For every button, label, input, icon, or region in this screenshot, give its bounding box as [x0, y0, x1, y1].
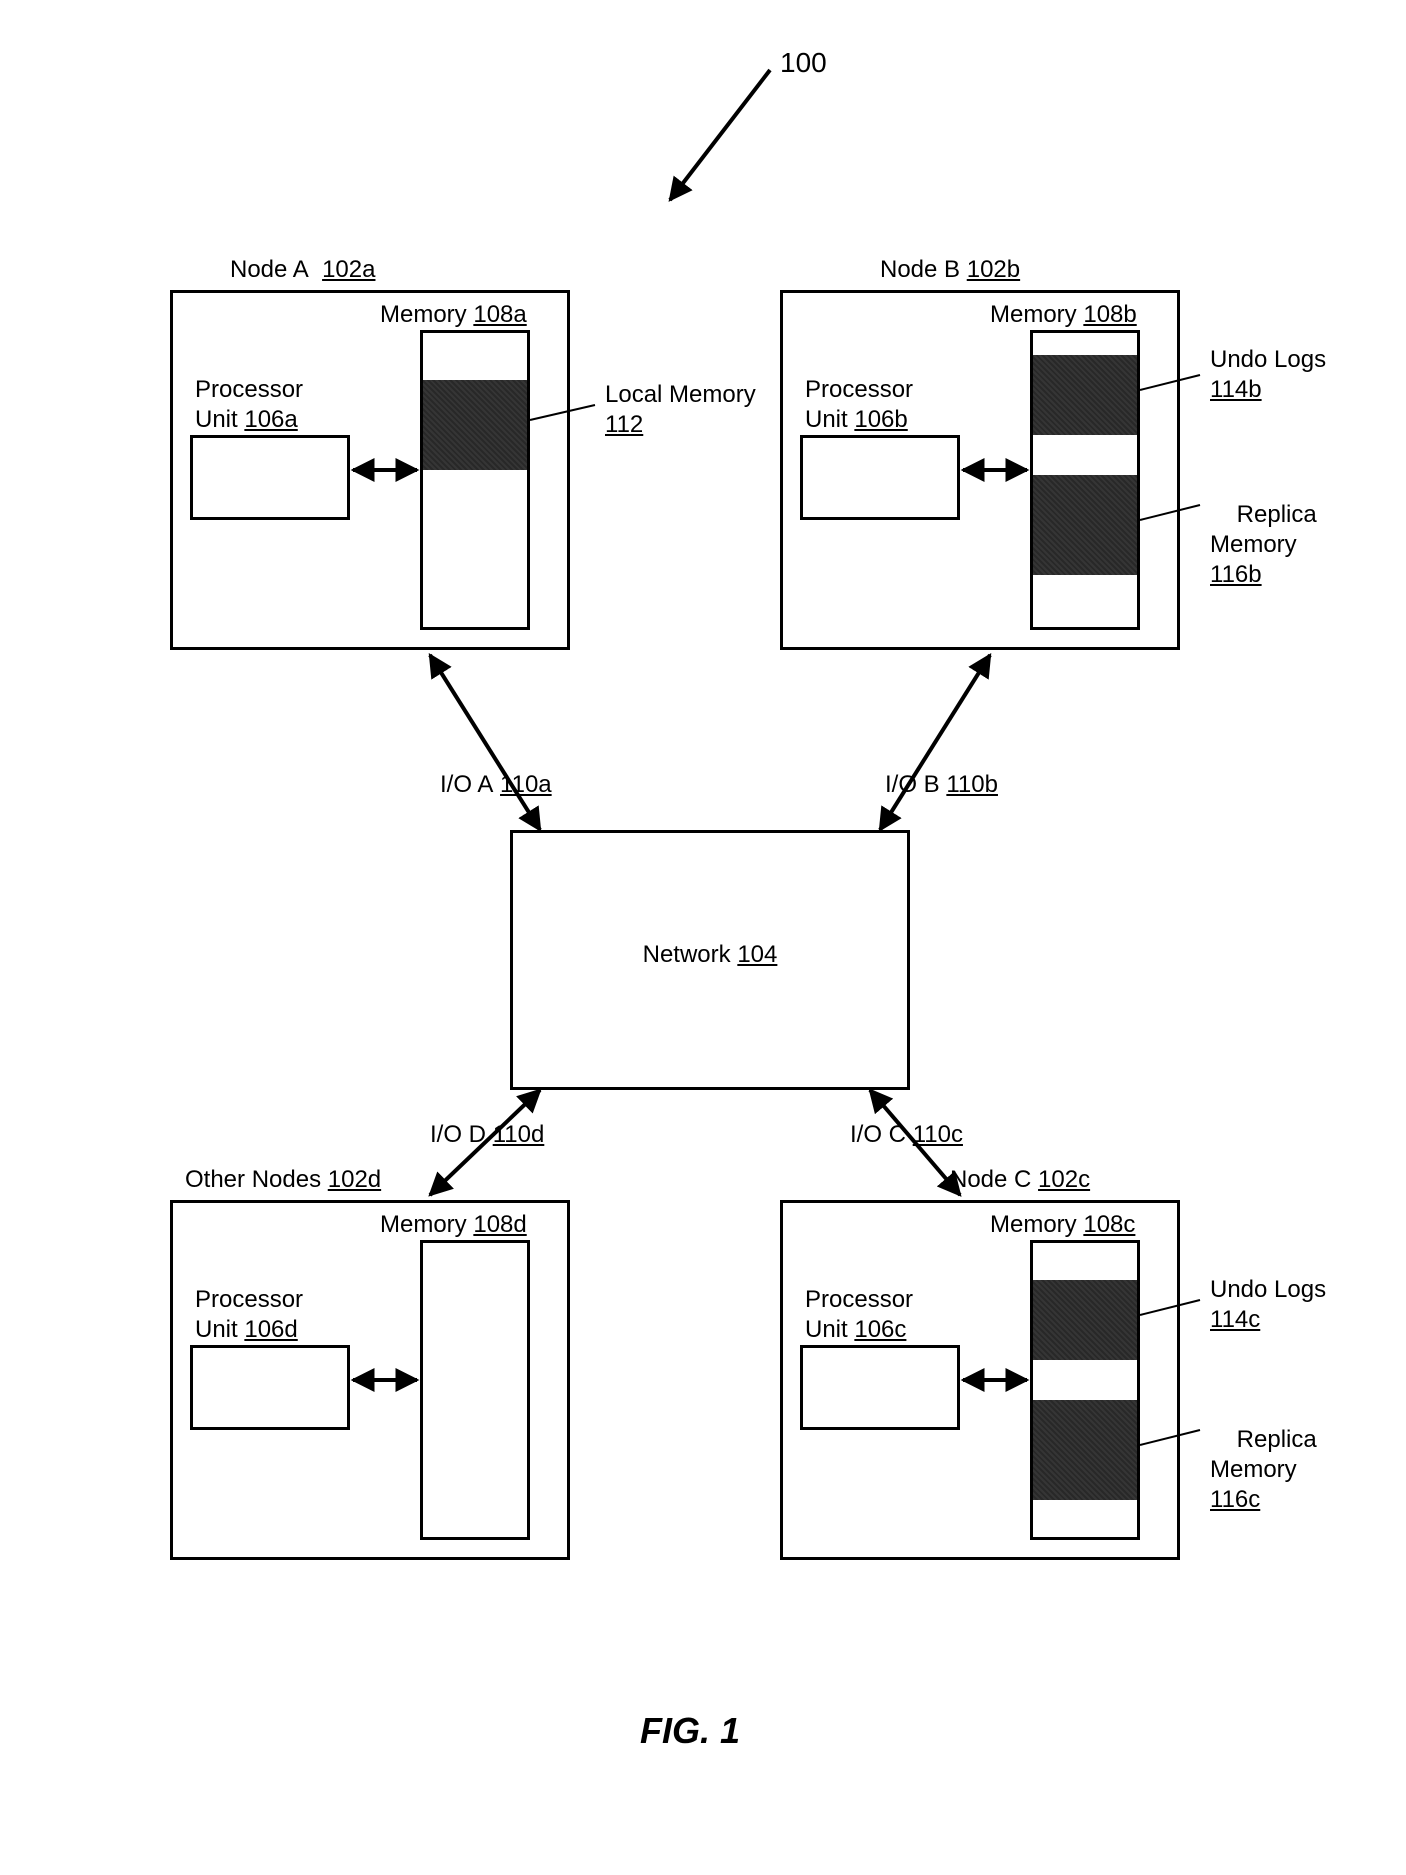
node-c-processor-box — [800, 1345, 960, 1430]
node-b-replica-segment — [1033, 475, 1137, 575]
node-d-processor-box — [190, 1345, 350, 1430]
node-d-processor-label: Processor Unit 106d — [195, 1285, 303, 1345]
arrow-net_to_b — [880, 655, 990, 830]
node-d-memory-box — [420, 1240, 530, 1540]
node-c-replica-callout: Replica Memory116c — [1210, 1395, 1317, 1545]
io-b-label: I/O B 110b — [885, 770, 998, 800]
node-d-title: Other Nodes 102d — [185, 1165, 381, 1195]
node-b-processor-label: Processor Unit 106b — [805, 375, 913, 435]
node-b-replica-callout: Replica Memory116b — [1210, 470, 1317, 620]
node-c-processor-label: Processor Unit 106c — [805, 1285, 913, 1345]
io-a-label: I/O A 110a — [440, 770, 552, 800]
node-a-local-memory-segment — [423, 380, 527, 470]
node-c-undo-segment — [1033, 1280, 1137, 1360]
node-b-memory-label: Memory 108b — [990, 300, 1137, 330]
node-b-undo-segment — [1033, 355, 1137, 435]
io-c-label: I/O C 110c — [850, 1120, 963, 1150]
node-c-memory-label: Memory 108c — [990, 1210, 1135, 1240]
diagram-canvas: 100 Network 104 Node A 102a Memory 108a … — [0, 0, 1406, 1875]
node-a-memory-label: Memory 108a — [380, 300, 527, 330]
figure-number-label: 100 — [780, 45, 827, 80]
network-label: Network 104 — [510, 940, 910, 970]
node-a-processor-label: Processor Unit 106a — [195, 375, 303, 435]
figure-caption: FIG. 1 — [640, 1710, 740, 1752]
node-a-title: Node A 102a — [230, 255, 375, 285]
node-a-processor-box — [190, 435, 350, 520]
arrow-fig_pointer — [670, 70, 770, 200]
io-d-label: I/O D 110d — [430, 1120, 544, 1150]
node-b-processor-box — [800, 435, 960, 520]
node-a-memory-box — [420, 330, 530, 630]
node-b-undo-callout: Undo Logs114b — [1210, 345, 1326, 405]
node-a-local-memory-callout: Local Memory112 — [605, 380, 756, 440]
node-c-title: Node C 102c — [950, 1165, 1090, 1195]
node-c-replica-segment — [1033, 1400, 1137, 1500]
node-c-undo-callout: Undo Logs114c — [1210, 1275, 1326, 1335]
node-d-memory-label: Memory 108d — [380, 1210, 527, 1240]
arrow-net_to_a — [430, 655, 540, 830]
node-b-title: Node B 102b — [880, 255, 1020, 285]
